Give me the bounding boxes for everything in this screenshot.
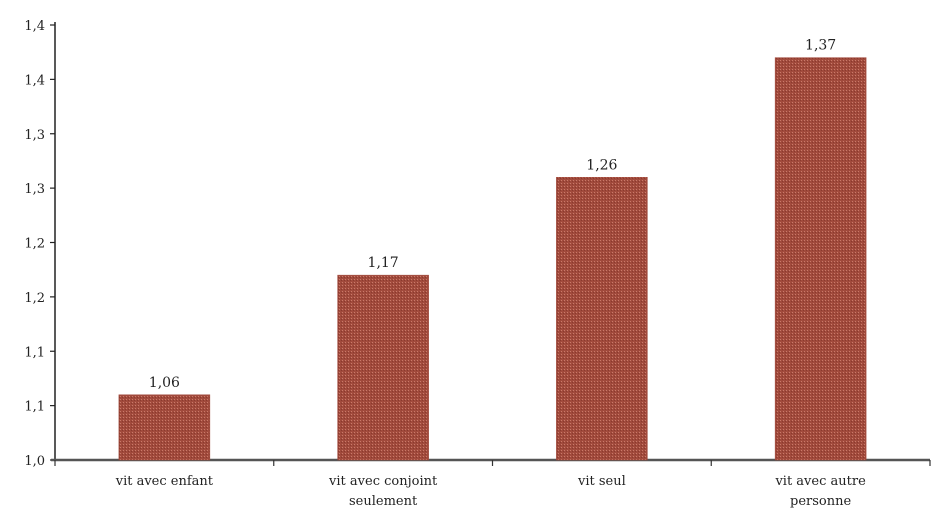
y-tick-label: 1,3 (24, 182, 45, 197)
y-tick-label: 1,2 (24, 237, 45, 252)
bar (556, 177, 648, 461)
category-label: personne (790, 494, 851, 509)
bar (774, 57, 867, 461)
y-tick-label: 1,1 (24, 345, 45, 360)
category-label: vit seul (577, 474, 626, 489)
category-label: vit avec conjoint (328, 474, 438, 489)
category-label: seulement (349, 494, 418, 509)
category-labels: vit avec enfant vit avec conjoint seulemen… (115, 474, 866, 509)
bar-value-label: 1,37 (805, 38, 836, 54)
bar-value-label: 1,17 (368, 255, 399, 271)
y-tick-label: 1,4 (24, 19, 45, 34)
category-label: vit avec enfant (115, 474, 214, 489)
y-tick-label: 1,1 (24, 400, 45, 415)
y-tick-label: 1,2 (24, 291, 45, 306)
y-axis: 1,0 1,1 1,1 1,2 1,2 1,3 1,3 1,4 1,4 (24, 19, 56, 469)
y-tick-label: 1,4 (24, 73, 45, 88)
bar (337, 274, 429, 461)
data-labels: 1,06 1,17 1,26 1,37 (149, 38, 836, 391)
bar-value-label: 1,26 (586, 157, 617, 173)
bar (118, 394, 211, 461)
category-label: vit avec autre (774, 474, 866, 489)
bar-value-label: 1,06 (149, 375, 180, 391)
y-tick-label: 1,3 (24, 128, 45, 143)
x-axis (51, 458, 931, 466)
bars (118, 57, 867, 461)
y-tick-label: 1,0 (24, 454, 45, 469)
